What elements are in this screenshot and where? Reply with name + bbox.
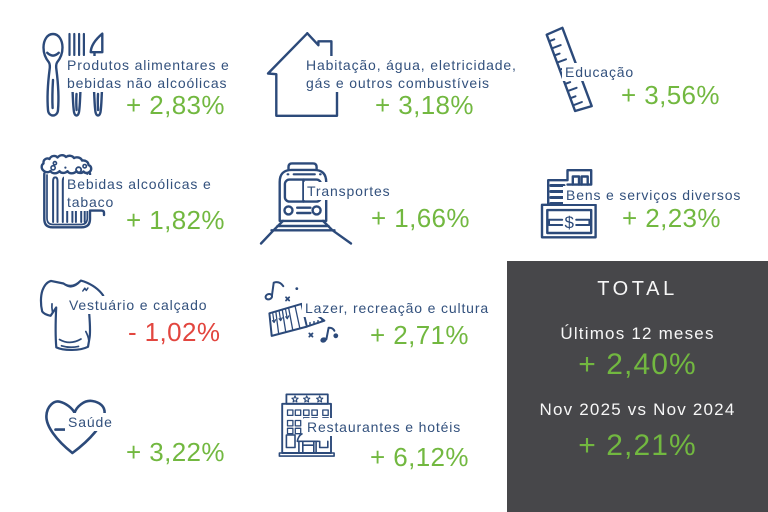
svg-text:$: $ [564, 213, 574, 232]
